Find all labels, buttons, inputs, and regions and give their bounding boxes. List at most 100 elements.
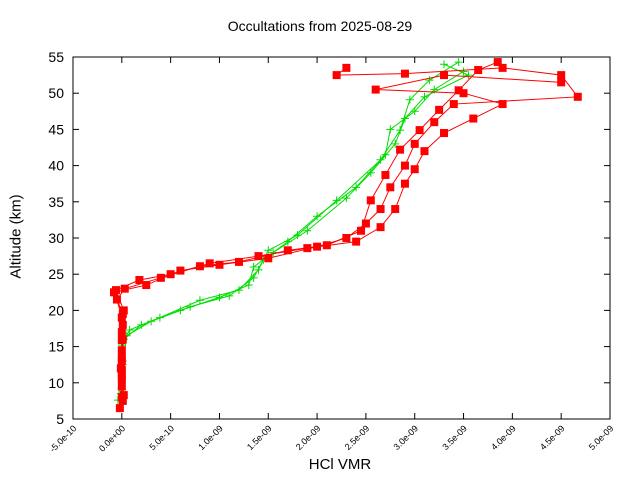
green-profiles-line-2 bbox=[120, 71, 464, 394]
x-tick-label: 5.0e-09 bbox=[587, 423, 616, 452]
green-profiles-point bbox=[386, 125, 395, 134]
x-tick-label: 3.0e-09 bbox=[391, 423, 420, 452]
y-tick-label: 35 bbox=[48, 194, 64, 210]
x-axis-label: HCl VMR bbox=[308, 456, 372, 473]
green-profiles-point bbox=[313, 212, 322, 221]
green-profiles-point bbox=[249, 273, 258, 282]
green-profiles-point bbox=[147, 317, 156, 326]
red-profiles-point bbox=[117, 328, 126, 337]
green-profiles-point bbox=[425, 76, 434, 85]
green-profiles-point bbox=[391, 139, 400, 148]
red-profiles-point bbox=[303, 244, 312, 253]
green-profiles-point bbox=[244, 281, 253, 290]
red-profiles-point bbox=[342, 63, 351, 72]
red-profiles-point bbox=[440, 71, 449, 80]
green-profiles-point bbox=[366, 168, 375, 177]
red-profiles-point bbox=[415, 126, 424, 135]
red-profiles-point bbox=[469, 114, 478, 123]
red-profiles-point bbox=[557, 78, 566, 87]
y-tick-label: 20 bbox=[48, 302, 64, 318]
red-profiles-point bbox=[283, 246, 292, 255]
green-profiles-point bbox=[410, 107, 419, 116]
red-profiles-point bbox=[400, 161, 409, 170]
red-profiles-point bbox=[115, 404, 124, 413]
y-tick-label: 5 bbox=[56, 411, 64, 427]
green-profiles-line-1 bbox=[121, 63, 470, 391]
y-tick-label: 25 bbox=[48, 266, 64, 282]
red-profiles-point bbox=[117, 313, 126, 322]
y-tick-label: 55 bbox=[48, 49, 64, 65]
red-profiles-point bbox=[396, 145, 405, 154]
green-profiles-point bbox=[283, 237, 292, 246]
red-profiles-point bbox=[440, 129, 449, 138]
red-profiles-line-2 bbox=[116, 74, 562, 398]
y-axis-label: Altitude (km) bbox=[7, 194, 25, 279]
y-tick-label: 10 bbox=[48, 375, 64, 391]
red-profiles-point bbox=[342, 234, 351, 242]
red-profiles-point bbox=[400, 179, 409, 188]
red-profiles-point bbox=[435, 105, 444, 114]
x-tick-label: 3.5e-09 bbox=[440, 423, 469, 452]
red-profiles-point bbox=[400, 69, 409, 78]
red-profiles-point bbox=[376, 205, 385, 214]
green-profiles-point bbox=[125, 325, 134, 334]
red-profiles-point bbox=[176, 266, 185, 275]
green-profiles-point bbox=[225, 291, 234, 300]
x-tick-label: -5.0e-10 bbox=[48, 423, 79, 454]
red-profiles-point bbox=[357, 226, 366, 235]
green-profiles-point bbox=[381, 150, 390, 159]
red-profiles-point bbox=[116, 364, 125, 373]
green-profiles-point bbox=[195, 296, 204, 305]
y-tick-label: 45 bbox=[48, 121, 64, 137]
red-profiles-point bbox=[117, 371, 126, 380]
red-profiles-point bbox=[376, 223, 385, 232]
green-profiles-point bbox=[405, 95, 414, 104]
red-profiles-point bbox=[352, 237, 361, 246]
green-profiles-point bbox=[352, 183, 361, 192]
green-profiles-point bbox=[454, 58, 463, 67]
y-tick-label: 15 bbox=[48, 339, 64, 355]
red-profiles-point bbox=[381, 171, 390, 180]
red-profiles-point bbox=[498, 63, 507, 72]
y-tick-label: 50 bbox=[48, 85, 64, 101]
red-profiles-point bbox=[366, 196, 375, 205]
green-profiles-line-0 bbox=[117, 61, 459, 401]
red-profiles-point bbox=[112, 295, 121, 304]
red-profiles-point bbox=[361, 219, 370, 228]
green-profiles-point bbox=[186, 302, 195, 311]
red-profiles-point bbox=[254, 252, 263, 261]
x-tick-label: 1.5e-09 bbox=[245, 423, 274, 452]
red-profiles-point bbox=[156, 273, 165, 282]
red-profiles-point bbox=[573, 92, 582, 101]
green-profiles-point bbox=[215, 293, 224, 302]
red-profiles-point bbox=[215, 260, 224, 269]
x-tick-label: 4.5e-09 bbox=[538, 423, 567, 452]
green-profiles-point bbox=[464, 71, 473, 80]
red-profiles-point bbox=[142, 281, 151, 290]
x-tick-label: 4.0e-09 bbox=[489, 423, 518, 452]
red-profiles-point bbox=[386, 183, 395, 192]
x-tick-label: 0.0e+00 bbox=[97, 423, 127, 453]
red-profiles-point bbox=[557, 71, 566, 80]
red-profiles-point bbox=[420, 147, 429, 156]
green-profiles-point bbox=[264, 246, 273, 255]
green-profiles-point bbox=[249, 262, 258, 271]
red-profiles-point bbox=[117, 393, 126, 402]
red-profiles-point bbox=[430, 118, 439, 127]
red-profiles-point bbox=[117, 357, 126, 366]
red-profiles-line-0 bbox=[115, 61, 498, 409]
red-profiles-point bbox=[410, 165, 419, 174]
chart-title: Occultations from 2025-08-29 bbox=[227, 18, 413, 34]
red-profiles-point bbox=[332, 71, 341, 80]
x-tick-label: 2.5e-09 bbox=[343, 423, 372, 452]
red-profiles-point bbox=[118, 320, 127, 329]
green-profiles-point bbox=[342, 194, 351, 203]
green-profiles-point bbox=[303, 226, 312, 235]
red-profiles-point bbox=[205, 259, 214, 268]
red-profiles-point bbox=[454, 86, 463, 95]
red-profiles-point bbox=[391, 205, 400, 214]
red-profiles-point bbox=[449, 100, 458, 109]
x-tick-label: 1.0e-09 bbox=[196, 423, 225, 452]
red-profiles-point bbox=[459, 89, 468, 98]
y-tick-label: 40 bbox=[48, 158, 64, 174]
